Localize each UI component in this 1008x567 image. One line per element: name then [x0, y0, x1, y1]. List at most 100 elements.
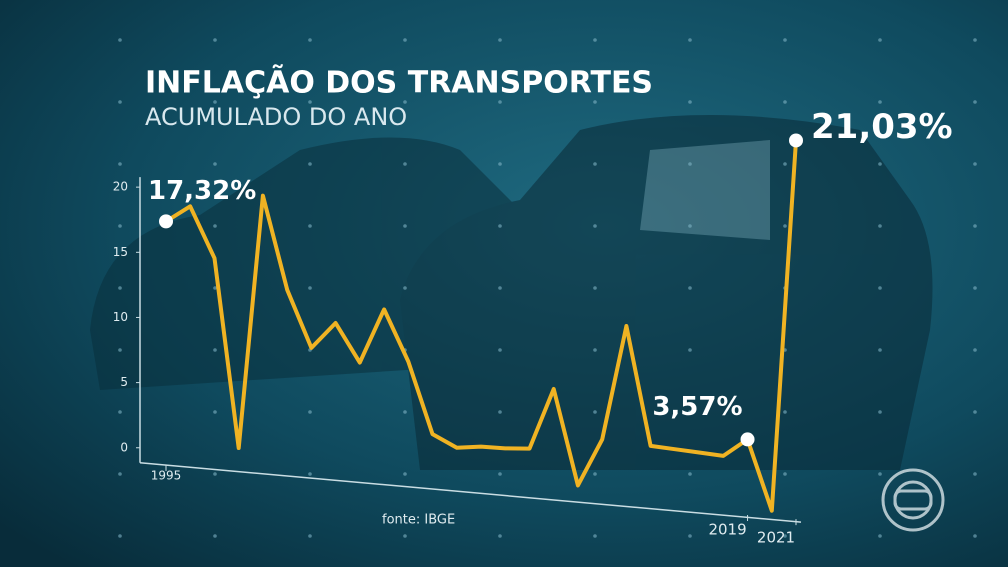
chart-title: INFLAÇÃO DOS TRANSPORTES	[145, 64, 653, 101]
dot	[308, 286, 312, 290]
y-tick-label: 10	[113, 310, 128, 324]
dot	[973, 534, 977, 538]
dot	[498, 534, 502, 538]
dot	[593, 534, 597, 538]
dot	[403, 162, 407, 166]
y-tick-label: 20	[113, 180, 128, 194]
logo	[881, 468, 945, 532]
dot	[498, 472, 502, 476]
dot	[593, 410, 597, 414]
dot	[878, 348, 882, 352]
dot	[973, 162, 977, 166]
dot	[498, 410, 502, 414]
value-label: 17,32%	[148, 176, 256, 206]
dot	[593, 38, 597, 42]
dot	[973, 286, 977, 290]
dot	[783, 100, 787, 104]
dot	[593, 100, 597, 104]
dot	[593, 348, 597, 352]
value-label: 3,57%	[652, 392, 742, 422]
dot	[498, 348, 502, 352]
dot	[783, 534, 787, 538]
source: fonte: IBGE	[382, 513, 455, 528]
dot	[688, 534, 692, 538]
y-tick-label: 15	[113, 245, 128, 259]
dot	[688, 472, 692, 476]
dot	[403, 410, 407, 414]
dot	[688, 286, 692, 290]
dot	[878, 162, 882, 166]
dot	[783, 224, 787, 228]
x-tick-label: 2021	[757, 529, 795, 547]
dot	[118, 534, 122, 538]
x-tick-label: 2019	[708, 521, 746, 539]
dot	[213, 38, 217, 42]
dot	[308, 224, 312, 228]
dot	[498, 100, 502, 104]
dot	[213, 162, 217, 166]
dot	[688, 410, 692, 414]
dot	[403, 224, 407, 228]
dot	[498, 162, 502, 166]
dot	[878, 286, 882, 290]
dot	[308, 38, 312, 42]
dot	[783, 162, 787, 166]
dot	[213, 534, 217, 538]
data-line	[164, 140, 798, 513]
dot	[118, 410, 122, 414]
dot	[878, 472, 882, 476]
dot	[878, 410, 882, 414]
dot	[878, 534, 882, 538]
dot	[213, 286, 217, 290]
dot	[308, 472, 312, 476]
dot	[688, 38, 692, 42]
dot	[973, 410, 977, 414]
dot	[403, 38, 407, 42]
dot	[118, 224, 122, 228]
dot	[973, 472, 977, 476]
dot	[403, 286, 407, 290]
dot	[498, 224, 502, 228]
dot	[118, 162, 122, 166]
dot	[308, 162, 312, 166]
dot	[593, 286, 597, 290]
dot	[118, 38, 122, 42]
x-tick-label: 1995	[151, 469, 182, 483]
dot	[498, 38, 502, 42]
dot	[213, 224, 217, 228]
highlight-point	[159, 214, 173, 229]
dot	[403, 472, 407, 476]
dot	[308, 410, 312, 414]
dot	[878, 100, 882, 104]
dot	[973, 348, 977, 352]
dot	[118, 348, 122, 352]
dot	[213, 472, 217, 476]
dot	[213, 410, 217, 414]
dot	[118, 100, 122, 104]
highlight-point	[789, 133, 803, 148]
dot	[878, 224, 882, 228]
car-silhouettes	[90, 115, 933, 470]
dot	[308, 100, 312, 104]
dot	[593, 472, 597, 476]
dot	[213, 348, 217, 352]
dot	[403, 100, 407, 104]
dot	[878, 38, 882, 42]
dot	[783, 38, 787, 42]
dot	[688, 224, 692, 228]
value-label: 21,03%	[811, 107, 953, 147]
dot	[593, 162, 597, 166]
dot	[688, 100, 692, 104]
dot	[118, 286, 122, 290]
x-axis	[139, 462, 802, 523]
dot	[308, 534, 312, 538]
y-tick-label: 5	[120, 375, 128, 389]
dot	[498, 286, 502, 290]
highlight-point	[740, 432, 755, 447]
dot	[783, 410, 787, 414]
chart-subtitle: ACUMULADO DO ANO	[145, 103, 407, 131]
dot	[213, 100, 217, 104]
dot	[688, 348, 692, 352]
dot	[403, 534, 407, 538]
